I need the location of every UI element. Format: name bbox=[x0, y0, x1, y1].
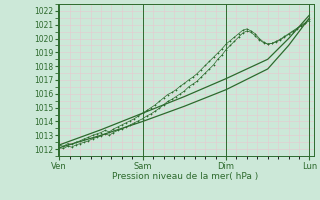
X-axis label: Pression niveau de la mer( hPa ): Pression niveau de la mer( hPa ) bbox=[112, 172, 259, 181]
